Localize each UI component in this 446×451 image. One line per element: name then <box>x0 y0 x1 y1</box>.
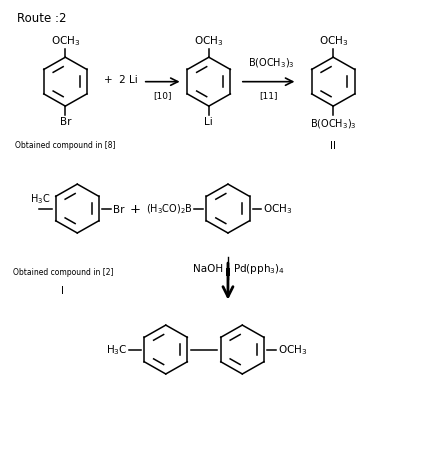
Text: OCH$_3$: OCH$_3$ <box>194 34 223 48</box>
Text: +: + <box>129 202 140 216</box>
Text: OCH$_3$: OCH$_3$ <box>263 202 293 216</box>
Text: B(OCH$_3$)$_3$: B(OCH$_3$)$_3$ <box>310 117 356 131</box>
Text: Route :2: Route :2 <box>17 12 67 25</box>
Text: +  2 Li: + 2 Li <box>103 75 137 85</box>
Text: II: II <box>225 267 231 277</box>
Text: I: I <box>62 285 64 295</box>
Text: H$_3$C: H$_3$C <box>30 192 50 205</box>
Text: Br: Br <box>113 204 124 214</box>
Text: OCH$_3$: OCH$_3$ <box>51 34 80 48</box>
Text: Pd(pph$_3$)$_4$: Pd(pph$_3$)$_4$ <box>233 262 285 276</box>
Text: (H$_3$CO)$_2$B: (H$_3$CO)$_2$B <box>146 202 193 216</box>
Text: Obtained compound in [2]: Obtained compound in [2] <box>12 267 113 276</box>
Text: OCH$_3$: OCH$_3$ <box>278 343 307 357</box>
Text: [10]: [10] <box>153 91 172 100</box>
Text: Br: Br <box>60 117 71 127</box>
Text: II: II <box>330 141 336 151</box>
Text: H$_3$C: H$_3$C <box>106 343 128 357</box>
Text: OCH$_3$: OCH$_3$ <box>318 34 348 48</box>
Text: NaOH: NaOH <box>193 264 223 274</box>
Text: [11]: [11] <box>260 91 278 100</box>
Text: Obtained compound in [8]: Obtained compound in [8] <box>15 141 116 150</box>
Text: B(OCH$_3$)$_3$: B(OCH$_3$)$_3$ <box>248 56 294 69</box>
Text: Li: Li <box>204 117 213 127</box>
